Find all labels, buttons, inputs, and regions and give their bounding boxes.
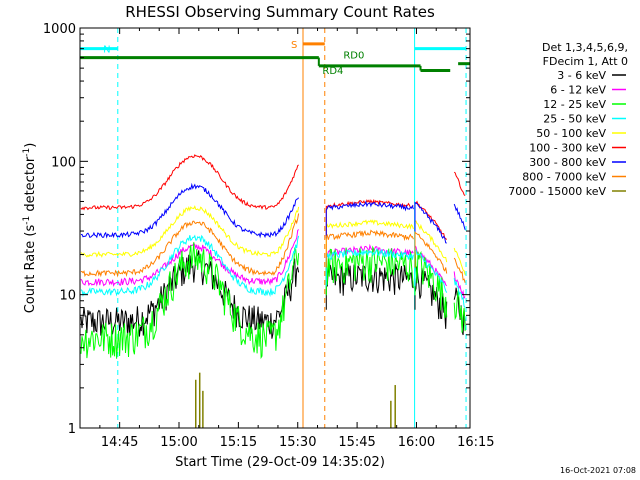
series-line (80, 213, 300, 278)
series-line (453, 257, 466, 283)
saa-label: S (291, 40, 297, 51)
legend-label: 800 - 7000 keV (522, 171, 606, 184)
x-tick-label: 15:00 (160, 435, 197, 450)
series-line (414, 220, 448, 263)
series-line (414, 266, 448, 329)
series-line (414, 246, 448, 319)
series-line (414, 231, 448, 274)
x-tick-label: 15:45 (338, 435, 375, 450)
series-line (80, 234, 300, 298)
legend: Det 1,3,4,5,6,9, FDecim 1, Att 0 3 - 6 k… (508, 41, 628, 198)
series-line (325, 247, 414, 287)
x-axis-label: Start Time (29-Oct-09 14:35:02) (175, 455, 385, 470)
series-line (80, 205, 300, 258)
legend-label: 300 - 800 keV (529, 156, 606, 169)
series-line (325, 200, 414, 239)
series-line (325, 229, 414, 268)
y-axis-label: Count Rate (s-1 detector-1) (22, 143, 38, 314)
legend-label: 100 - 300 keV (529, 142, 606, 155)
y-tick-label: 1 (68, 422, 76, 437)
y-axis-label-part3: ) (23, 143, 38, 148)
chart-title: RHESSI Observing Summary Count Rates (125, 3, 435, 21)
y-axis-label-part1: Count Rate (s (23, 225, 38, 314)
legend-label: 3 - 6 keV (557, 69, 606, 82)
legend-label: 7000 - 15000 keV (508, 185, 606, 198)
series-line (325, 245, 414, 296)
x-tick-label: 15:15 (220, 435, 257, 450)
y-tick-label: 100 (51, 155, 76, 170)
legend-title-line1: Det 1,3,4,5,6,9, (542, 41, 628, 54)
x-tick-label: 16:00 (398, 435, 435, 450)
legend-label: 50 - 100 keV (536, 127, 606, 140)
series-line (453, 278, 466, 308)
y-axis-label-sup1: -1 (22, 216, 32, 225)
y-axis-ticks: 1 10 100 1000 (43, 22, 470, 437)
series-line (414, 249, 448, 293)
legend-title-line2: FDecim 1, Att 0 (543, 55, 628, 68)
series-line (453, 247, 466, 275)
date-stamp: 16-Oct-2021 07:08 (560, 466, 636, 475)
x-axis-ticks: 14:45 15:00 15:15 15:30 15:45 16:00 16:15 (99, 28, 495, 450)
x-tick-label: 16:15 (457, 435, 494, 450)
rd0-label: RD0 (343, 51, 364, 62)
series-line (414, 201, 447, 244)
y-axis-label-sup2: -1 (22, 148, 32, 157)
series-line (80, 229, 299, 287)
series-line (453, 171, 466, 197)
series-line (80, 242, 300, 360)
y-axis-label-part2: detector (23, 156, 38, 216)
legend-label: 6 - 12 keV (550, 84, 606, 97)
x-tick-label: 15:30 (279, 435, 316, 450)
series-line (325, 198, 414, 237)
legend-label: 12 - 25 keV (543, 98, 606, 111)
rd4-label: RD4 (322, 66, 343, 77)
y-tick-label: 10 (59, 289, 76, 304)
plot-frame (79, 27, 471, 429)
series-line (80, 154, 299, 211)
series-line (325, 263, 414, 310)
y-tick-label: 1000 (43, 22, 76, 37)
series-line (80, 250, 300, 339)
series-line (80, 182, 300, 239)
series-line (453, 290, 466, 333)
series-line (453, 203, 466, 230)
series-line (325, 219, 414, 257)
x-tick-label: 14:45 (101, 435, 138, 450)
legend-label: 25 - 50 keV (543, 113, 606, 126)
night-label: N (103, 45, 110, 56)
